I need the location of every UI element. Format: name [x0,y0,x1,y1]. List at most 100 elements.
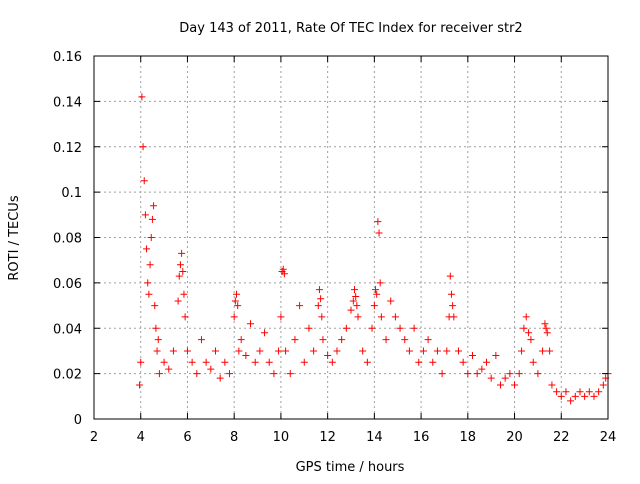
data-point [576,388,584,396]
data-point [443,347,451,355]
data-point [145,290,153,298]
data-point [137,358,145,366]
data-point [373,290,381,298]
data-point [139,143,147,151]
data-point [567,397,575,405]
data-point [375,229,383,237]
x-tick-label: 8 [230,430,238,445]
data-point [429,358,437,366]
data-point [546,347,554,355]
data-point [150,202,158,210]
data-point [310,347,318,355]
data-point [391,313,399,321]
data-point [180,290,188,298]
data-point [237,336,245,344]
data-point [353,302,361,310]
data-point [595,388,603,396]
data-point [305,324,313,332]
data-point [419,347,427,355]
x-tick-label: 16 [413,430,430,445]
data-point [359,347,367,355]
data-point [242,351,250,359]
chart-title: Day 143 of 2011, Rate Of TEC Index for r… [179,21,522,36]
data-point [141,211,149,219]
data-point [548,381,556,389]
data-point [247,320,255,328]
data-point [553,388,561,396]
data-point [265,358,273,366]
data-point [318,313,326,321]
data-point [151,302,159,310]
data-point [136,381,144,389]
data-point [525,329,533,337]
data-point [541,320,549,328]
data-point [183,347,191,355]
data-point [351,286,359,294]
data-point [372,286,380,294]
x-tick-label: 4 [137,430,145,445]
data-point [585,388,593,396]
data-point [410,324,418,332]
data-point [349,297,357,305]
data-point [202,358,210,366]
data-point [144,279,152,287]
data-point [279,265,287,273]
data-point [148,215,156,223]
data-point [174,297,182,305]
data-point [522,313,530,321]
data-point [315,286,323,294]
data-point [155,370,163,378]
data-point [376,279,384,287]
data-point [152,324,160,332]
data-point [233,290,241,298]
data-point [454,347,462,355]
data-point [405,347,413,355]
data-point [169,347,177,355]
data-point [188,358,196,366]
data-point [140,177,148,185]
data-point [511,381,519,389]
x-tick-label: 12 [319,430,336,445]
data-point [165,365,173,373]
data-point [138,93,146,101]
data-point [354,313,362,321]
data-point [153,347,161,355]
data-point [216,374,224,382]
data-point [143,245,151,253]
data-point [181,313,189,321]
data-point [518,347,526,355]
data-point [179,268,187,276]
data-point [296,302,304,310]
data-point [581,392,589,400]
y-axis-label: ROTI / TECUs [7,195,22,280]
x-axis-label: GPS time / hours [296,460,405,475]
data-point [497,381,505,389]
data-point [506,370,514,378]
x-tick-label: 24 [600,430,617,445]
data-point [317,295,325,303]
data-point [459,358,467,366]
data-point [352,292,360,300]
data-point [176,261,184,269]
y-tick-label: 0.08 [53,232,82,247]
data-point [557,392,565,400]
data-point [235,347,243,355]
data-point [487,374,495,382]
data-point [527,336,535,344]
x-tick-label: 10 [273,430,290,445]
data-point [483,358,491,366]
y-tick-label: 0.16 [53,50,82,65]
data-point [396,324,404,332]
data-point [368,324,376,332]
grid-layer [94,56,608,419]
data-point [147,234,155,241]
axis-ticks: 2 4 6 8 10 12 14 16 18 20 22 2400.020.040.060.080.1… [53,50,616,445]
data-point [286,370,294,378]
data-point [438,370,446,378]
data-point [154,336,162,344]
data-point [160,358,168,366]
data-point [370,302,378,310]
data-point [590,392,598,400]
